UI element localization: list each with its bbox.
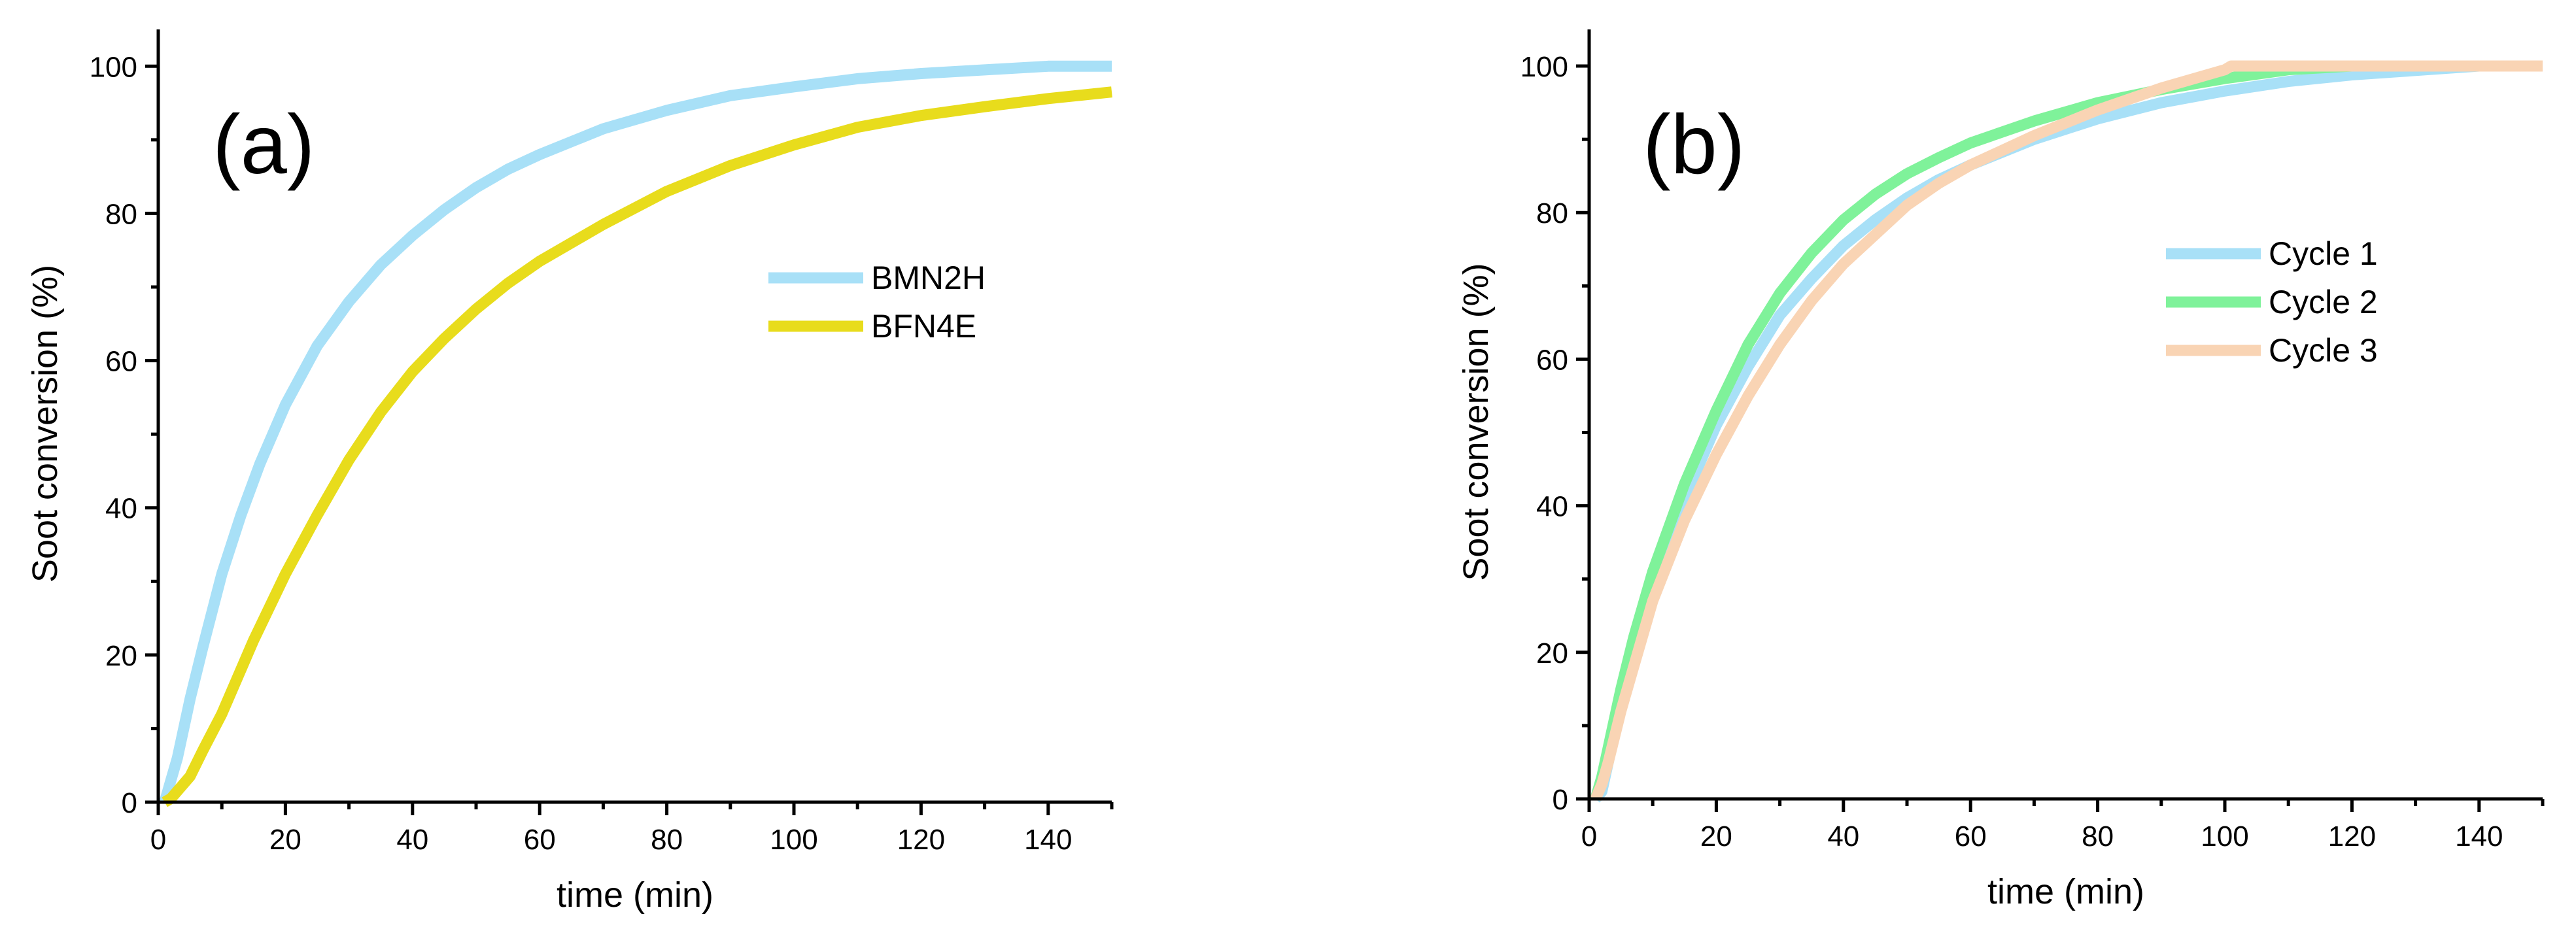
legend-label: BMN2H [871, 260, 986, 296]
legend-label: Cycle 3 [2269, 332, 2378, 369]
x-tick-label: 60 [524, 824, 556, 856]
x-tick-label: 140 [2455, 820, 2503, 853]
legend: Cycle 1 Cycle 2 Cycle 3 [2166, 235, 2378, 369]
y-tick-label: 20 [1536, 637, 1568, 669]
panel-label: (a) [213, 98, 315, 192]
y-tick-label: 100 [1520, 51, 1568, 83]
y-tick-label: 80 [1536, 197, 1568, 229]
x-tick-label: 100 [770, 824, 817, 856]
y-axis-title: Soot conversion (%) [1456, 263, 1496, 581]
y-tick-label: 40 [105, 493, 137, 525]
x-tick-label: 60 [1955, 820, 1987, 853]
y-tick-label: 80 [105, 198, 137, 230]
x-tick-label: 20 [269, 824, 301, 856]
panel-a: 0 20 40 60 80 100 120 140 0 20 40 60 80 100 time (min)… [26, 29, 1114, 915]
legend-label: Cycle 2 [2269, 284, 2378, 320]
x-axis-title: time (min) [1987, 872, 2144, 911]
panel-label: (b) [1643, 98, 1745, 192]
y-tick-label: 0 [1553, 784, 1568, 816]
legend: BMN2H BFN4E [768, 260, 986, 345]
x-tick-label: 140 [1024, 824, 1072, 856]
series-line-cycle-3 [1590, 60, 2543, 802]
x-tick-label: 100 [2201, 820, 2248, 853]
y-axis-title: Soot conversion (%) [26, 265, 65, 583]
x-tick-label: 0 [1581, 820, 1597, 853]
series-line-bfn4e [162, 86, 1112, 807]
y-tick-label: 100 [90, 51, 137, 83]
y-tick-label: 20 [105, 640, 137, 672]
y-tick-label: 40 [1536, 491, 1568, 523]
x-tick-label: 80 [2082, 820, 2114, 853]
legend-label: Cycle 1 [2269, 235, 2378, 272]
x-tick-label: 40 [396, 824, 428, 856]
series-line-bmn2h [159, 60, 1112, 804]
legend-label: BFN4E [871, 308, 976, 345]
panel-b: 0 20 40 60 80 100 120 140 0 20 40 60 80 100 time (min)… [1456, 29, 2545, 911]
y-tick-label: 0 [122, 787, 137, 819]
x-tick-label: 80 [651, 824, 683, 856]
x-tick-label: 120 [897, 824, 945, 856]
x-tick-label: 20 [1700, 820, 1732, 853]
x-tick-label: 0 [150, 824, 166, 856]
x-axis-title: time (min) [557, 875, 713, 915]
x-tick-label: 120 [2328, 820, 2376, 853]
y-tick-label: 60 [105, 346, 137, 378]
y-tick-label: 60 [1536, 344, 1568, 376]
x-tick-label: 40 [1827, 820, 1859, 853]
